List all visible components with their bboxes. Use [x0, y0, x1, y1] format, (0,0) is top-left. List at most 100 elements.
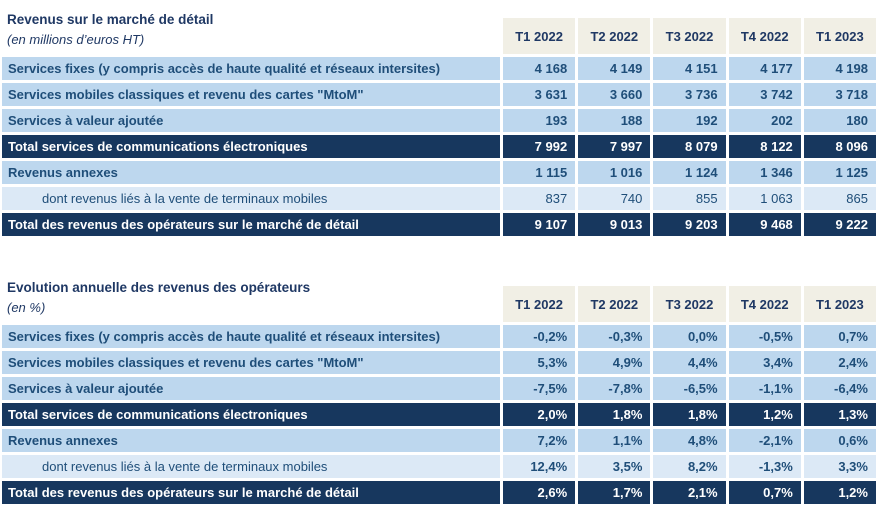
value-cell: 1,7%	[578, 481, 651, 504]
value-cell: 1,8%	[653, 403, 726, 426]
row-label: Services à valeur ajoutée	[2, 377, 500, 400]
value-cell: 9 013	[578, 213, 651, 236]
value-cell: 9 203	[653, 213, 726, 236]
value-cell: 1,8%	[578, 403, 651, 426]
value-cell: 4 151	[653, 57, 726, 80]
value-cell: 740	[578, 187, 651, 210]
value-cell: 7,2%	[503, 429, 576, 452]
value-cell: -1,1%	[728, 377, 801, 400]
value-cell: 1 063	[728, 187, 801, 210]
row-label: Revenus annexes	[2, 429, 500, 452]
column-header: T2 2022	[578, 286, 651, 322]
row-label: Services mobiles classiques et revenu de…	[2, 351, 500, 374]
row-label: dont revenus liés à la vente de terminau…	[2, 187, 500, 210]
column-header: T3 2022	[653, 18, 726, 54]
row-label: Services à valeur ajoutée	[2, 109, 500, 132]
value-cell: 12,4%	[503, 455, 576, 478]
value-cell: 9 468	[728, 213, 801, 236]
table-title-cell: Revenus sur le marché de détail (en milli…	[2, 8, 500, 54]
value-cell: 3 660	[578, 83, 651, 106]
value-cell: -7,5%	[503, 377, 576, 400]
column-header: T2 2022	[578, 18, 651, 54]
value-cell: 0,7%	[728, 481, 801, 504]
value-cell: 1,3%	[803, 403, 876, 426]
column-header: T4 2022	[728, 18, 801, 54]
value-cell: 837	[503, 187, 576, 210]
row-label: Total des revenus des opérateurs sur le …	[2, 481, 500, 504]
value-cell: 202	[728, 109, 801, 132]
value-cell: 192	[653, 109, 726, 132]
column-header: T1 2022	[503, 286, 576, 322]
value-cell: 3 742	[728, 83, 801, 106]
value-cell: 4 149	[578, 57, 651, 80]
value-cell: 3,5%	[578, 455, 651, 478]
value-cell: 2,6%	[503, 481, 576, 504]
table-title: Revenus sur le marché de détail	[7, 12, 214, 27]
value-cell: 180	[803, 109, 876, 132]
value-cell: 8 122	[728, 135, 801, 158]
value-cell: 2,0%	[503, 403, 576, 426]
table-title-cell: Evolution annuelle des revenus des opéra…	[2, 276, 500, 322]
value-cell: 0,0%	[653, 325, 726, 348]
column-header: T1 2022	[503, 18, 576, 54]
value-cell: 865	[803, 187, 876, 210]
value-cell: 1 124	[653, 161, 726, 184]
value-cell: 1 346	[728, 161, 801, 184]
row-label: Total services de communications électro…	[2, 403, 500, 426]
row-label: Total services de communications électro…	[2, 135, 500, 158]
value-cell: -0,5%	[728, 325, 801, 348]
value-cell: 2,1%	[653, 481, 726, 504]
value-cell: 8 096	[803, 135, 876, 158]
row-label: Services fixes (y compris accès de haute…	[2, 325, 500, 348]
value-cell: 3 736	[653, 83, 726, 106]
value-cell: -0,3%	[578, 325, 651, 348]
value-cell: -0,2%	[503, 325, 576, 348]
value-cell: -6,5%	[653, 377, 726, 400]
value-cell: 5,3%	[503, 351, 576, 374]
value-cell: 3,4%	[728, 351, 801, 374]
row-label: Total des revenus des opérateurs sur le …	[2, 213, 500, 236]
value-cell: 4,4%	[653, 351, 726, 374]
column-header: T1 2023	[803, 18, 876, 54]
table-subtitle: (en %)	[7, 300, 46, 315]
value-cell: 4 177	[728, 57, 801, 80]
value-cell: 3 718	[803, 83, 876, 106]
value-cell: 1 115	[503, 161, 576, 184]
value-cell: 4 198	[803, 57, 876, 80]
value-cell: 8 079	[653, 135, 726, 158]
value-cell: 0,6%	[803, 429, 876, 452]
value-cell: 2,4%	[803, 351, 876, 374]
value-cell: 855	[653, 187, 726, 210]
column-header: T4 2022	[728, 286, 801, 322]
data-table-grid: Evolution annuelle des revenus des opéra…	[2, 276, 876, 504]
value-cell: 1,1%	[578, 429, 651, 452]
value-cell: 0,7%	[803, 325, 876, 348]
value-cell: 188	[578, 109, 651, 132]
value-cell: -2,1%	[728, 429, 801, 452]
value-cell: 1 125	[803, 161, 876, 184]
value-cell: -1,3%	[728, 455, 801, 478]
table-subtitle: (en millions d’euros HT)	[7, 32, 145, 47]
value-cell: 1 016	[578, 161, 651, 184]
table-evolution-annuelle: Evolution annuelle des revenus des opéra…	[2, 276, 876, 504]
value-cell: 1,2%	[803, 481, 876, 504]
row-label: Services mobiles classiques et revenu de…	[2, 83, 500, 106]
table-revenus-marche-detail: Revenus sur le marché de détail (en milli…	[2, 8, 876, 236]
value-cell: 9 107	[503, 213, 576, 236]
row-label: dont revenus liés à la vente de terminau…	[2, 455, 500, 478]
column-header: T3 2022	[653, 286, 726, 322]
value-cell: 8,2%	[653, 455, 726, 478]
value-cell: 7 992	[503, 135, 576, 158]
value-cell: 3,3%	[803, 455, 876, 478]
value-cell: 4,9%	[578, 351, 651, 374]
row-label: Revenus annexes	[2, 161, 500, 184]
value-cell: 1,2%	[728, 403, 801, 426]
value-cell: 3 631	[503, 83, 576, 106]
value-cell: 9 222	[803, 213, 876, 236]
data-table-grid: Revenus sur le marché de détail (en milli…	[2, 8, 876, 236]
row-label: Services fixes (y compris accès de haute…	[2, 57, 500, 80]
value-cell: 193	[503, 109, 576, 132]
value-cell: -7,8%	[578, 377, 651, 400]
column-header: T1 2023	[803, 286, 876, 322]
